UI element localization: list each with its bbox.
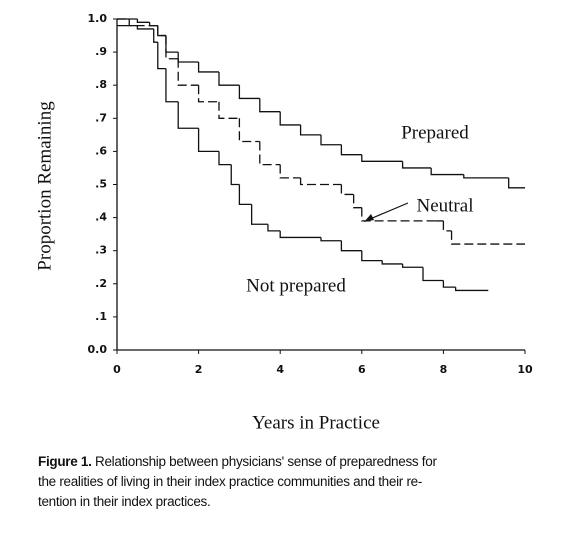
y-tick-label: .5 xyxy=(95,178,107,191)
curve-step xyxy=(197,85,219,103)
x-tick-label: 10 xyxy=(517,363,533,376)
curve-step xyxy=(422,267,444,282)
series-label: Not prepared xyxy=(246,275,346,296)
curve-step xyxy=(508,177,525,189)
curve-step xyxy=(320,237,342,242)
curve-step xyxy=(352,194,362,209)
curve-step xyxy=(177,52,199,63)
curve-step xyxy=(279,111,301,126)
y-tick-label: .1 xyxy=(95,310,107,323)
series-label: Prepared xyxy=(401,122,469,143)
arrow-head xyxy=(364,214,374,222)
curve-step xyxy=(267,224,281,232)
curve-step xyxy=(259,98,281,113)
caption: Figure 1. Relationship between physician… xyxy=(38,452,558,512)
caption-label: Figure 1. xyxy=(38,454,92,469)
curve-step xyxy=(299,177,342,186)
curve-step xyxy=(299,124,321,136)
y-tick-label: .3 xyxy=(95,244,107,257)
caption-line: Relationship between physicians' sense o… xyxy=(95,454,437,469)
curve-step xyxy=(463,174,509,179)
y-tick-label: 1.0 xyxy=(88,12,108,25)
curve-step xyxy=(361,154,403,162)
annotation-arrow xyxy=(369,202,409,220)
y-axis-label: Proportion Remaining xyxy=(34,101,55,271)
curve-step xyxy=(238,85,260,100)
curve-step xyxy=(153,28,158,43)
y-tick-label: 0.0 xyxy=(88,343,108,356)
curve-step xyxy=(238,184,252,206)
curve-step xyxy=(259,141,281,166)
curve-step xyxy=(340,184,354,196)
curve-step xyxy=(218,151,232,166)
curve-step xyxy=(361,250,383,262)
curve-step xyxy=(340,144,362,156)
curve-step xyxy=(401,161,432,169)
curve-step xyxy=(361,207,436,222)
curve-step xyxy=(177,101,199,129)
x-tick-label: 0 xyxy=(113,363,121,376)
y-tick-label: .4 xyxy=(95,211,107,224)
curve-step xyxy=(442,220,452,232)
series-label: Neutral xyxy=(417,195,474,216)
y-tick-label: .8 xyxy=(95,78,107,91)
curve-step xyxy=(218,71,240,86)
y-tick-label: .9 xyxy=(95,45,107,58)
x-axis-label: Years in Practice xyxy=(252,412,380,433)
curve-step xyxy=(157,42,166,70)
x-tick-label: 6 xyxy=(358,363,366,376)
curve-step xyxy=(197,62,219,73)
curve-step xyxy=(320,134,342,146)
y-tick-label: .7 xyxy=(95,111,107,124)
curve-step xyxy=(230,164,240,186)
curve-step xyxy=(250,204,268,225)
curve-step xyxy=(442,280,456,288)
curve-step xyxy=(165,68,179,103)
curve-step xyxy=(177,58,199,86)
curve-step xyxy=(450,230,525,245)
curve-step xyxy=(279,230,321,239)
curve-step xyxy=(136,25,154,30)
curve-step xyxy=(165,35,179,60)
curve-step xyxy=(340,240,362,252)
curve-step xyxy=(279,164,301,179)
x-tick-label: 4 xyxy=(276,363,284,376)
curve-step xyxy=(218,101,240,119)
y-tick-label: .6 xyxy=(95,144,107,157)
curve-step xyxy=(238,118,260,143)
caption-line: tention in their index practices. xyxy=(38,494,211,509)
chart: Years in Practice Proportion Remaining 0… xyxy=(34,12,533,433)
curve-step xyxy=(454,287,489,292)
x-tick-label: 2 xyxy=(195,363,203,376)
curve-step xyxy=(430,167,464,176)
curve-step xyxy=(197,128,219,153)
curve-step xyxy=(136,19,150,23)
caption-line: the realities of living in their index p… xyxy=(38,474,423,489)
curve-step xyxy=(401,263,423,268)
curve-step xyxy=(157,25,166,37)
curve-step xyxy=(165,35,179,53)
y-tick-label: .2 xyxy=(95,277,107,290)
curve-step xyxy=(157,25,166,37)
curve-step xyxy=(381,260,403,265)
x-tick-label: 8 xyxy=(440,363,448,376)
